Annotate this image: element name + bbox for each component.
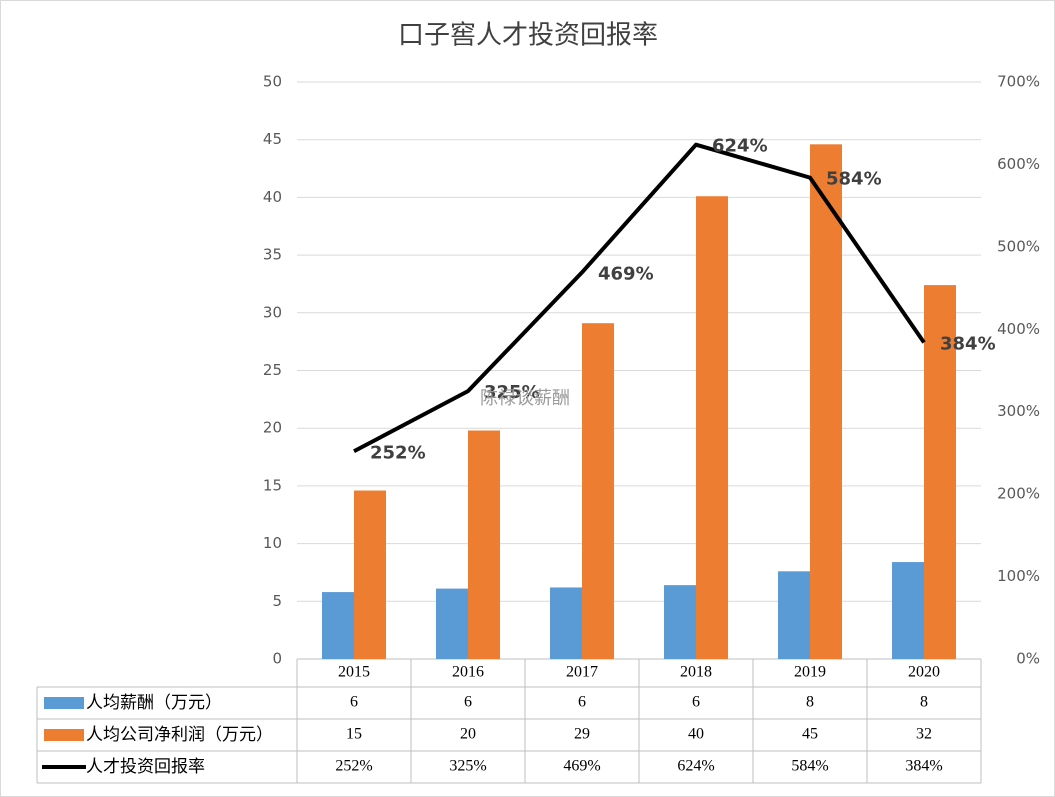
table-cell: 6 <box>692 694 700 711</box>
bar <box>582 323 614 659</box>
x-tick-label: 2015 <box>338 664 370 681</box>
y-tick-label: 25 <box>263 361 282 379</box>
y2-tick-label: 600% <box>997 155 1040 173</box>
x-tick-label: 2020 <box>908 664 940 681</box>
bar <box>810 144 842 660</box>
data-label: 624% <box>712 136 768 157</box>
table-cell: 15 <box>346 726 362 743</box>
data-label: 584% <box>826 169 882 190</box>
table-cell: 6 <box>578 694 586 711</box>
y-tick-label: 50 <box>263 73 282 91</box>
table-cell: 469% <box>563 758 600 775</box>
table-cell: 8 <box>806 694 814 711</box>
y-tick-label: 15 <box>263 476 282 494</box>
data-label: 384% <box>940 333 996 354</box>
table-cell: 6 <box>464 694 472 711</box>
x-tick-label: 2018 <box>680 664 712 681</box>
bar <box>924 285 956 659</box>
y-tick-label: 40 <box>263 188 282 206</box>
y2-tick-label: 500% <box>997 237 1040 255</box>
line <box>353 142 926 454</box>
y2-tick-label: 700% <box>997 73 1040 91</box>
y2-tick-label: 200% <box>997 485 1040 503</box>
table-cell: 29 <box>574 726 590 743</box>
legend-key <box>44 729 84 741</box>
table-cell: 325% <box>449 758 486 775</box>
y2-tick-label: 400% <box>997 320 1040 338</box>
y2-tick-label: 300% <box>997 402 1040 420</box>
y-tick-label: 30 <box>263 303 282 321</box>
data-label: 469% <box>598 263 654 284</box>
y-tick-label: 35 <box>263 246 282 264</box>
bar <box>892 562 924 659</box>
legend-label: 人均公司净利润（万元） <box>86 725 273 745</box>
bar <box>468 430 500 659</box>
y-tick-label: 0 <box>272 650 282 668</box>
table-cell: 40 <box>688 726 704 743</box>
y-tick-label: 5 <box>272 592 282 610</box>
table-cell: 6 <box>350 694 358 711</box>
x-tick-label: 2019 <box>794 664 826 681</box>
table-cell: 20 <box>460 726 476 743</box>
y-tick-label: 20 <box>263 419 282 437</box>
bar <box>550 587 582 659</box>
y-tick-label: 45 <box>263 130 282 148</box>
legend-label: 人才投资回报率 <box>86 757 205 777</box>
table-cell: 45 <box>802 726 818 743</box>
table-cell: 252% <box>335 758 372 775</box>
table-cell: 8 <box>920 694 928 711</box>
x-tick-label: 2017 <box>566 664 598 681</box>
legend-label: 人均薪酬（万元） <box>86 693 222 713</box>
table-cell: 384% <box>905 758 942 775</box>
bar <box>354 490 386 659</box>
legend-key <box>44 697 84 709</box>
y2-tick-label: 100% <box>997 567 1040 585</box>
table-cell: 32 <box>916 726 932 743</box>
bar <box>664 585 696 659</box>
bar <box>696 196 728 659</box>
y-tick-label: 10 <box>263 534 282 552</box>
bar <box>436 588 468 659</box>
watermark: 陈禄谈薪酬 <box>480 388 570 409</box>
data-label: 252% <box>370 442 426 463</box>
bar <box>778 571 810 659</box>
data-label: 325% <box>484 382 540 403</box>
table-cell: 584% <box>791 758 828 775</box>
chart-title: 口子窖人才投资回报率 <box>398 21 658 51</box>
table-cell: 624% <box>677 758 714 775</box>
bar <box>322 592 354 659</box>
x-tick-label: 2016 <box>452 664 484 681</box>
y2-tick-label: 0% <box>1016 650 1040 668</box>
